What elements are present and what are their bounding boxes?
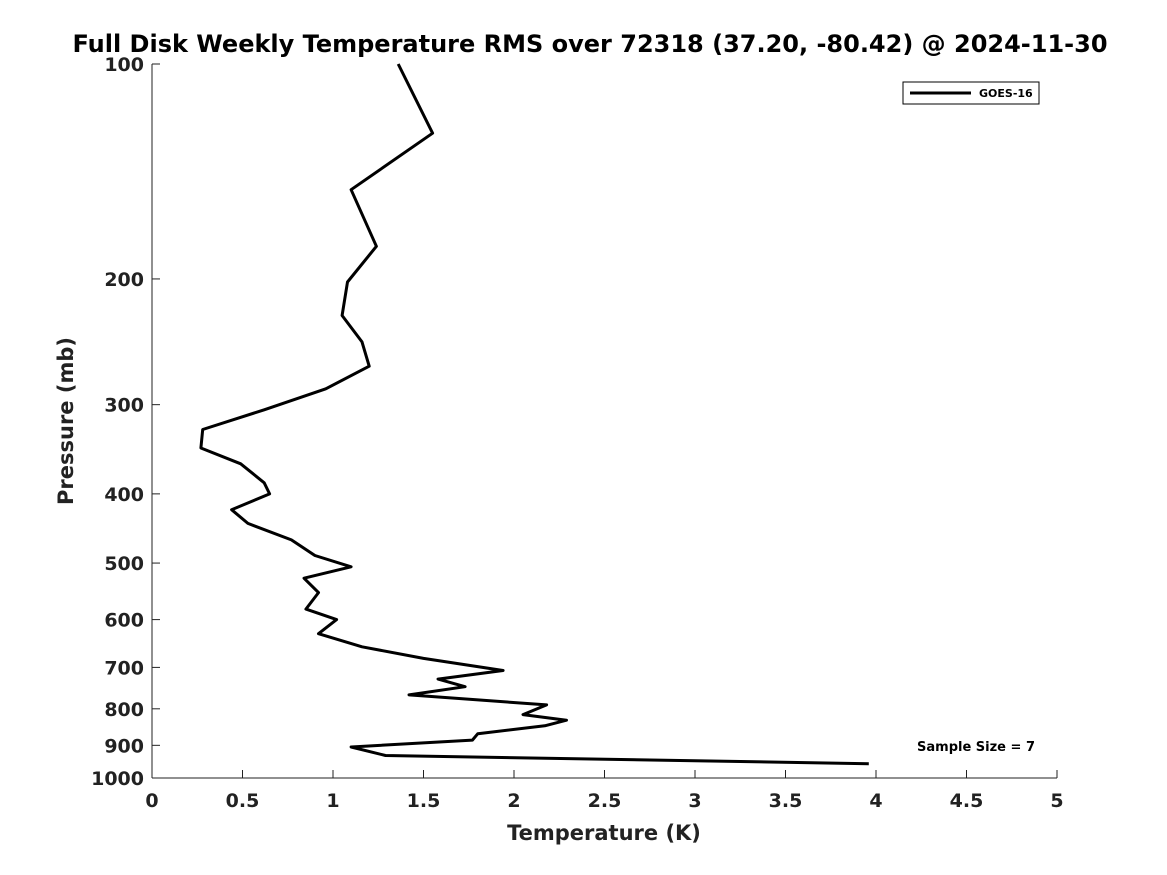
x-tick-label: 2 (507, 790, 520, 812)
x-tick-label: 1.5 (407, 790, 441, 812)
y-tick-label: 600 (104, 610, 144, 632)
x-tick-label: 3.5 (769, 790, 803, 812)
y-ticks: 100 200 300 400 500 600 700 800 900 1000 (91, 54, 160, 790)
x-tick-label: 5 (1050, 790, 1063, 812)
x-tick-label: 3 (688, 790, 701, 812)
x-tick-label: 4 (869, 790, 882, 812)
x-axis-label: Temperature (K) (507, 821, 701, 845)
y-tick-label: 900 (104, 735, 144, 757)
chart-title: Full Disk Weekly Temperature RMS over 72… (72, 30, 1107, 58)
y-tick-label: 200 (104, 269, 144, 291)
y-tick-label: 1000 (91, 768, 144, 790)
sample-size-annotation: Sample Size = 7 (917, 740, 1035, 755)
plot-area (152, 64, 1057, 778)
legend: GOES-16 (902, 81, 1040, 105)
x-tick-label: 1 (326, 790, 339, 812)
y-tick-label: 100 (104, 54, 144, 76)
y-axis-label: Pressure (mb) (54, 337, 78, 505)
x-tick-label: 0.5 (226, 790, 260, 812)
y-tick-label: 700 (104, 657, 144, 679)
x-tick-label: 2.5 (588, 790, 622, 812)
x-tick-label: 4.5 (950, 790, 984, 812)
legend-label: GOES-16 (979, 87, 1033, 100)
series-layer (199, 63, 869, 766)
y-tick-label: 800 (104, 699, 144, 721)
series-line (199, 63, 869, 766)
x-tick-label: 0 (145, 790, 158, 812)
x-ticks: 0 0.5 1 1.5 2 2.5 3 3.5 4 4.5 5 (145, 770, 1064, 812)
y-tick-label: 300 (104, 395, 144, 417)
y-tick-label: 500 (104, 553, 144, 575)
y-tick-label: 400 (104, 484, 144, 506)
